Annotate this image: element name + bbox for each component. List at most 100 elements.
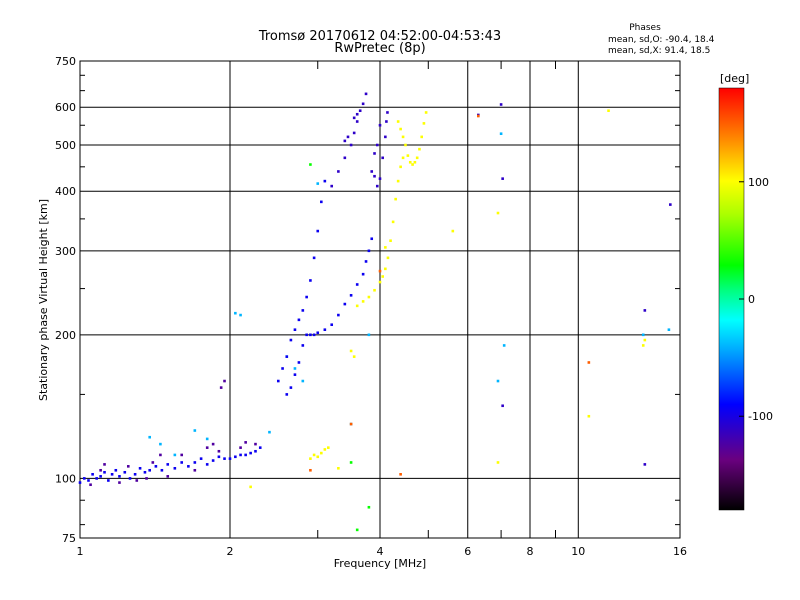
data-point xyxy=(378,123,382,127)
data-point xyxy=(254,449,257,453)
data-point xyxy=(211,459,215,462)
x-tick-label: 4 xyxy=(377,545,384,558)
data-point xyxy=(355,283,359,286)
grid xyxy=(80,61,680,538)
data-point xyxy=(384,267,387,271)
data-point xyxy=(349,294,353,297)
data-point xyxy=(268,430,271,434)
data-point xyxy=(193,429,197,432)
data-point xyxy=(355,112,359,116)
data-point xyxy=(159,453,162,457)
data-point xyxy=(327,446,330,449)
data-point xyxy=(293,367,297,370)
data-point xyxy=(349,349,353,353)
data-point xyxy=(211,442,215,446)
data-point xyxy=(223,379,226,383)
data-point xyxy=(361,272,365,276)
data-point xyxy=(381,275,384,278)
data-point xyxy=(361,300,365,303)
y-tick-label: 75 xyxy=(62,532,76,545)
data-point xyxy=(301,379,305,383)
data-point xyxy=(355,304,359,308)
data-point xyxy=(343,302,347,306)
phases-legend-x: mean, sd,X: 91.4, 18.5 xyxy=(608,46,710,56)
data-point xyxy=(244,453,247,457)
data-point xyxy=(337,466,340,470)
data-point xyxy=(312,453,316,457)
data-point xyxy=(373,152,376,155)
data-point xyxy=(103,463,106,466)
data-point xyxy=(95,477,98,480)
chart-subtitle: RwPretec (8p) xyxy=(334,41,425,56)
data-point xyxy=(234,311,237,315)
data-point xyxy=(352,131,356,135)
data-point xyxy=(330,184,334,188)
x-tick-label: 16 xyxy=(673,545,687,558)
data-point xyxy=(367,505,371,509)
data-point xyxy=(143,470,147,474)
data-point xyxy=(415,156,419,160)
data-point xyxy=(239,313,242,317)
data-point xyxy=(293,328,297,331)
data-point xyxy=(381,156,384,160)
data-point xyxy=(285,355,289,358)
data-point xyxy=(667,328,671,331)
data-point xyxy=(361,102,365,106)
data-point xyxy=(205,446,209,449)
data-point xyxy=(499,132,503,136)
colorbar-tick-label: 0 xyxy=(748,293,755,306)
data-point xyxy=(364,92,368,96)
data-point xyxy=(607,109,610,113)
data-point xyxy=(234,455,237,459)
data-point xyxy=(148,435,152,439)
data-point xyxy=(346,135,350,139)
x-tick-label: 6 xyxy=(464,545,471,558)
data-point xyxy=(378,269,382,273)
data-point xyxy=(501,404,504,408)
data-point xyxy=(148,468,152,472)
data-point xyxy=(123,470,127,474)
chart-title: Tromsø 20170612 04:52:00-04:53:43 xyxy=(258,29,501,44)
data-point xyxy=(239,446,242,449)
data-point xyxy=(281,367,284,370)
data-point xyxy=(367,249,371,253)
data-point xyxy=(249,485,252,489)
data-point xyxy=(99,468,102,472)
data-point xyxy=(87,479,90,482)
data-point xyxy=(408,160,412,164)
data-point xyxy=(386,256,390,260)
data-point xyxy=(386,111,389,114)
data-point xyxy=(138,466,142,470)
data-point xyxy=(424,111,428,114)
data-point xyxy=(502,344,506,347)
data-point xyxy=(118,481,121,484)
data-point xyxy=(370,237,374,241)
data-point xyxy=(309,457,312,460)
data-point xyxy=(205,463,209,466)
x-axis-label: Frequency [MHz] xyxy=(334,557,426,570)
data-point xyxy=(373,174,376,178)
data-point xyxy=(301,309,305,312)
colorbar-tick-label: -100 xyxy=(748,410,773,423)
data-point xyxy=(173,466,177,470)
data-point xyxy=(320,451,323,455)
y-tick-label: 400 xyxy=(55,185,76,198)
data-point xyxy=(126,465,130,468)
data-point xyxy=(244,441,247,444)
data-point xyxy=(145,477,148,480)
data-point xyxy=(151,461,155,464)
data-point xyxy=(364,260,368,263)
data-point xyxy=(349,461,353,464)
data-point xyxy=(643,338,647,342)
data-point xyxy=(477,114,480,118)
data-point xyxy=(358,109,362,113)
data-point xyxy=(384,246,387,249)
data-point xyxy=(396,120,400,123)
data-point xyxy=(187,465,190,468)
data-point xyxy=(110,473,114,476)
data-point xyxy=(297,361,301,364)
data-point xyxy=(166,475,170,478)
data-point xyxy=(399,127,402,131)
data-point xyxy=(107,479,110,482)
